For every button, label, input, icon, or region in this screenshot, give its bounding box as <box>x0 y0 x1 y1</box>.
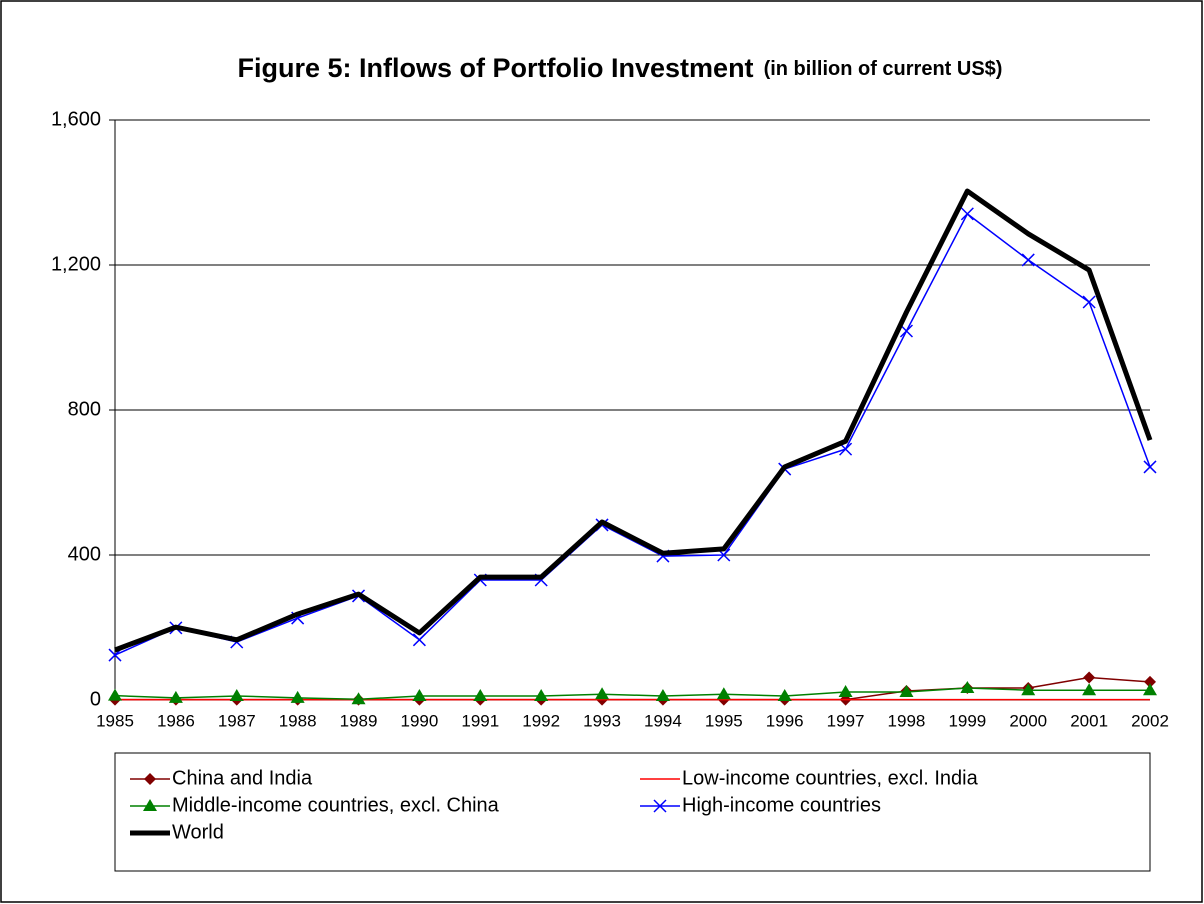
y-tick-label: 1,200 <box>51 253 101 275</box>
series-line <box>114 687 1150 701</box>
marker-triangle <box>777 689 792 702</box>
x-tick-label: 1992 <box>522 711 560 730</box>
marker-triangle <box>534 689 549 702</box>
x-tick-label: 2002 <box>1131 711 1169 730</box>
marker-triangle <box>351 692 366 705</box>
marker-triangle <box>899 685 914 698</box>
marker-triangle <box>655 689 670 702</box>
y-tick-label: 1,600 <box>51 108 101 130</box>
x-tick-label: 1991 <box>461 711 499 730</box>
marker-triangle <box>595 687 610 700</box>
marker-triangle <box>960 681 975 694</box>
x-tick-label: 1999 <box>948 711 986 730</box>
marker-x <box>1082 295 1096 309</box>
x-tick-label: 1985 <box>96 711 134 730</box>
marker-triangle <box>1021 683 1036 696</box>
x-tick-label: 1986 <box>157 711 195 730</box>
y-tick-label: 400 <box>68 543 101 565</box>
marker-x <box>1021 253 1035 267</box>
marker-triangle <box>1143 683 1157 696</box>
marker-x <box>412 633 426 647</box>
marker-x <box>653 799 667 813</box>
legend-label: World <box>172 821 224 843</box>
marker-triangle <box>229 689 244 702</box>
x-tick-label: 1995 <box>705 711 743 730</box>
chart-subtitle: (in billion of current US$) <box>764 58 1003 80</box>
marker-triangle <box>290 690 305 703</box>
chart-heading: Figure 5: Inflows of Portfolio Investmen… <box>238 53 1003 83</box>
marker-triangle <box>716 687 731 700</box>
legend-label: High-income countries <box>682 794 881 816</box>
legend-label: Middle-income countries, excl. China <box>172 794 500 816</box>
x-tick-label: 1987 <box>218 711 256 730</box>
marker-triangle <box>168 690 183 703</box>
legend-label: China and India <box>172 767 313 789</box>
marker-triangle <box>838 685 853 698</box>
series-line <box>114 188 1153 653</box>
x-tick-label: 2000 <box>1009 711 1047 730</box>
legend-label: Low-income countries, excl. India <box>682 767 979 789</box>
marker-x <box>960 207 974 221</box>
y-tick-label: 0 <box>90 688 101 710</box>
marker-x <box>899 324 914 338</box>
x-tick-label: 2001 <box>1070 711 1108 730</box>
marker-triangle <box>1082 683 1097 696</box>
marker-triangle <box>143 799 157 811</box>
x-tick-label: 1997 <box>827 711 865 730</box>
legend-box <box>114 752 1151 872</box>
x-tick-label: 1993 <box>583 711 621 730</box>
marker-diamond <box>144 773 156 785</box>
marker-triangle <box>412 689 427 702</box>
x-tick-label: 1994 <box>644 711 682 730</box>
y-tick-label: 800 <box>68 398 101 420</box>
marker-diamond <box>1144 675 1156 688</box>
chart-title: Figure 5: Inflows of Portfolio Investmen… <box>238 53 754 83</box>
marker-triangle <box>473 689 488 702</box>
x-tick-label: 1990 <box>400 711 438 730</box>
series-line <box>114 213 1151 656</box>
marker-x <box>1143 460 1157 474</box>
x-tick-label: 1996 <box>766 711 804 730</box>
marker-triangle <box>108 688 122 701</box>
x-tick-label: 1988 <box>279 711 317 730</box>
x-tick-label: 1998 <box>888 711 926 730</box>
x-tick-label: 1989 <box>340 711 378 730</box>
marker-diamond <box>1083 671 1096 684</box>
